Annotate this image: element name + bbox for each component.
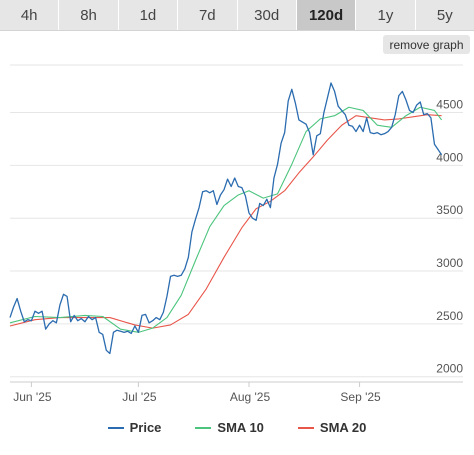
tab-120d[interactable]: 120d <box>296 0 357 30</box>
series-line-price <box>9 82 443 355</box>
x-tick-label: Jul '25 <box>122 390 157 404</box>
legend-label: Price <box>129 420 162 435</box>
y-tick-label: 2500 <box>436 309 463 323</box>
timeframe-tabs: 4h 8h 1d 7d 30d 120d 1y 5y <box>0 0 474 31</box>
chart-series <box>9 82 443 355</box>
price-chart: 2000 2500 3000 3500 4000 4500 Jun '25 Jul '25 A… <box>9 64 463 404</box>
tab-1y[interactable]: 1y <box>356 0 416 30</box>
remove-graph-button[interactable]: remove graph <box>383 35 470 54</box>
y-tick-label: 3500 <box>436 203 463 217</box>
legend-item-price[interactable]: Price <box>107 420 162 435</box>
chart-grid <box>10 64 463 378</box>
legend-swatch <box>297 426 314 429</box>
x-axis: Jun '25 Jul '25 Aug '25 Sep '25 <box>10 381 463 404</box>
tab-4h[interactable]: 4h <box>0 0 60 30</box>
series-line-sma-20 <box>9 114 442 329</box>
legend-swatch <box>107 426 124 429</box>
tab-7d[interactable]: 7d <box>178 0 238 30</box>
legend-item-sma-10[interactable]: SMA 10 <box>195 420 264 435</box>
x-tick-label: Sep '25 <box>340 390 381 404</box>
y-tick-label: 3000 <box>436 256 463 270</box>
tab-1d[interactable]: 1d <box>119 0 179 30</box>
x-tick-label: Aug '25 <box>230 390 271 404</box>
tab-30d[interactable]: 30d <box>238 0 297 30</box>
y-tick-label: 2000 <box>436 362 463 376</box>
legend-swatch <box>195 426 212 429</box>
series-line-sma-10 <box>9 106 443 333</box>
x-tick-label: Jun '25 <box>13 390 52 404</box>
tab-5y[interactable]: 5y <box>436 6 453 24</box>
legend-item-sma-20[interactable]: SMA 20 <box>297 420 367 435</box>
y-tick-label: 4500 <box>436 98 463 112</box>
legend-label: SMA 10 <box>217 420 264 435</box>
legend-label: SMA 20 <box>319 420 367 435</box>
chart-legend: Price SMA 10 SMA 20 <box>0 420 474 435</box>
tab-8h[interactable]: 8h <box>59 0 119 30</box>
y-axis: 2000 2500 3000 3500 4000 4500 <box>436 98 463 376</box>
y-tick-label: 4000 <box>436 150 463 164</box>
